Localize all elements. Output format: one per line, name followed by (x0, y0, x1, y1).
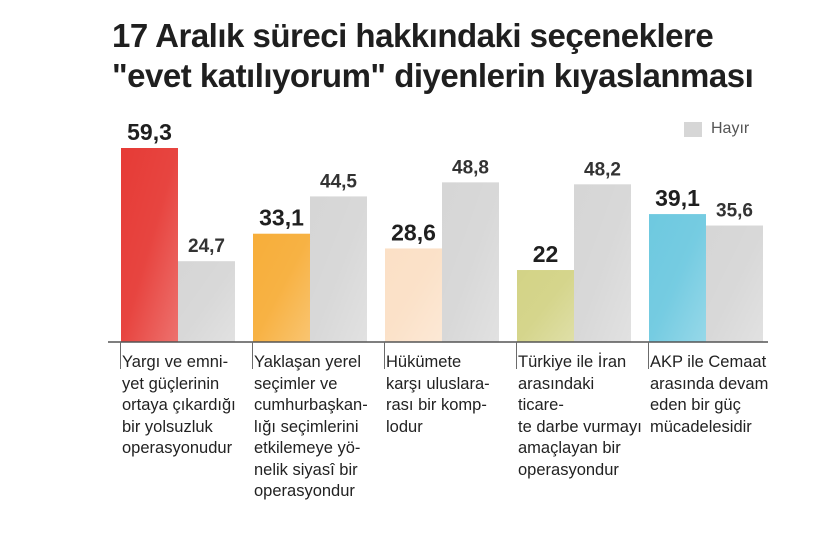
category-divider-1 (120, 342, 121, 369)
value-label-evet-1: 59,3 (127, 119, 172, 145)
value-label-evet-5: 39,1 (655, 185, 700, 211)
chart-title: 17 Aralık süreci hakkındaki seçeneklere … (112, 16, 802, 96)
legend-label-hayir: Hayır (711, 120, 750, 137)
bar-sheen-hayir-3 (442, 182, 499, 342)
legend-swatch-hayir (684, 121, 702, 137)
value-label-evet-3: 28,6 (391, 219, 436, 245)
bar-sheen-hayir-2 (310, 196, 367, 342)
category-label-yaklas-an-yerel: Yaklaşan yerel seçimler ve cumhurbaşkan-… (254, 353, 368, 500)
value-label-hayir-5: 35,6 (716, 201, 753, 222)
bar-sheen-hayir-4 (574, 184, 631, 342)
chart-title-line-2: "evet katılıyorum" diyenlerin kıyaslanma… (112, 57, 754, 94)
bar-sheen-evet-4 (517, 270, 574, 342)
chart-title-line-1: 17 Aralık süreci hakkındaki seçeneklere (112, 17, 714, 54)
value-label-evet-4: 22 (533, 241, 559, 267)
bar-sheen-evet-5 (649, 214, 706, 342)
legend: Hayır (684, 120, 749, 138)
category-divider-4 (516, 342, 517, 369)
value-label-hayir-3: 48,8 (452, 157, 489, 178)
bar-sheen-evet-2 (253, 233, 310, 342)
category-divider-3 (384, 342, 385, 369)
value-label-hayir-4: 48,2 (584, 159, 621, 180)
category-divider-2 (252, 342, 253, 369)
category-label-yarg-ve-emni: Yargı ve emni- yet güçlerinin ortaya çık… (122, 353, 236, 457)
bar-sheen-evet-1 (121, 148, 178, 342)
category-label-tu-rkiye-ile-i-ran: Türkiye ile İran arasındaki ticare- te d… (518, 353, 642, 479)
bar-sheen-hayir-1 (178, 261, 235, 342)
value-label-hayir-1: 24,7 (188, 236, 225, 257)
category-label-akp-ile-cemaat: AKP ile Cemaat arasında devam eden bir g… (650, 353, 769, 436)
category-label-hu-ku-mete: Hükümete karşı uluslara- rası bir komp- … (386, 353, 490, 436)
bar-sheen-evet-3 (385, 248, 442, 342)
bar-sheen-hayir-5 (706, 225, 763, 342)
category-divider-5 (648, 342, 649, 369)
value-label-evet-2: 33,1 (259, 205, 304, 231)
value-label-hayir-2: 44,5 (320, 171, 357, 192)
